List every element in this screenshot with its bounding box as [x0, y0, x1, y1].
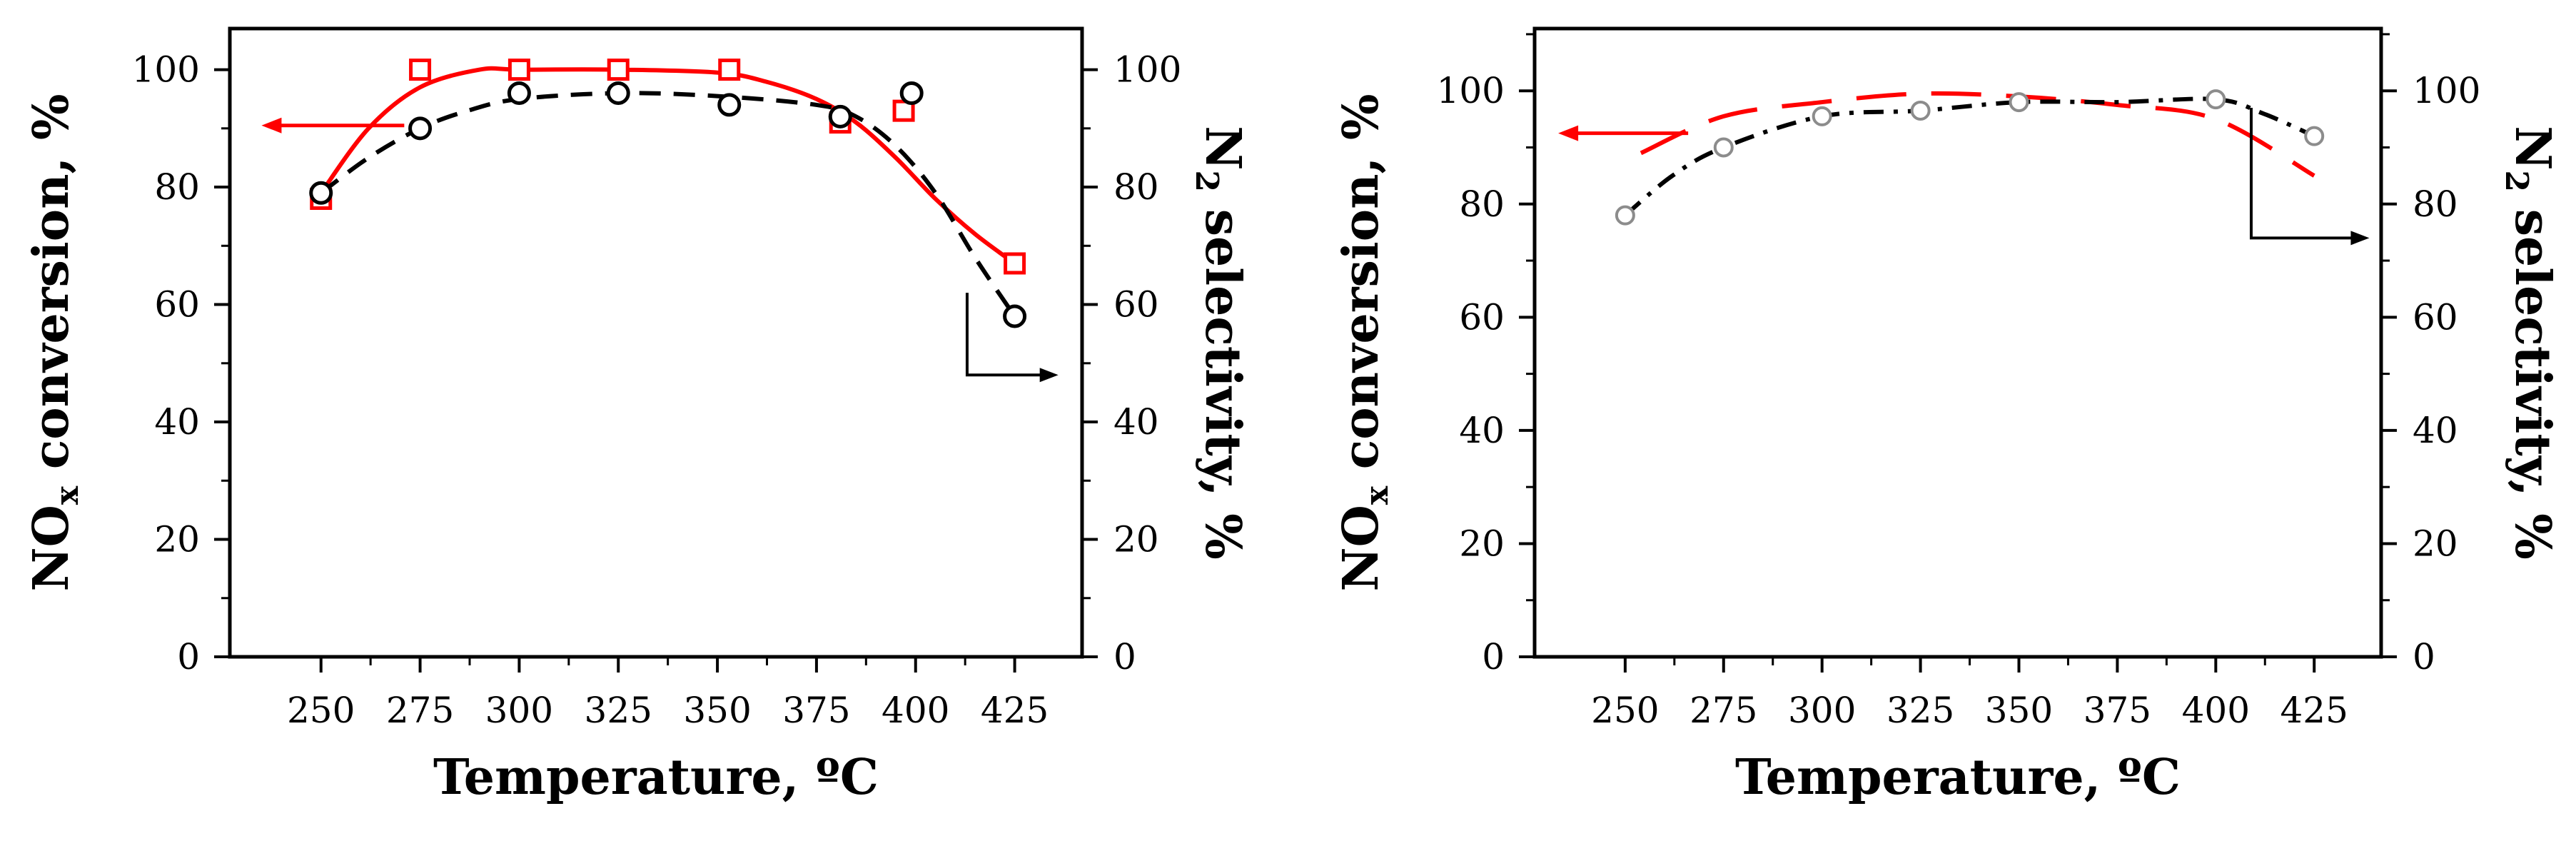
data-point [828, 104, 852, 129]
y2-tick-label: 20 [1113, 519, 1159, 560]
data-point [1910, 100, 1931, 121]
data-point [1812, 106, 1832, 126]
series-n2-selectivity [1615, 89, 2325, 226]
series-line [1640, 91, 2315, 178]
data-point [309, 181, 333, 205]
left-chart: 250 275 300 325 350 375 400 425 0 20 40 60 80 100 0 20 4… [23, 26, 1251, 806]
y2-tick-label: 40 [1113, 401, 1159, 443]
y2-tick-label: 40 [2413, 410, 2458, 451]
data-point [2206, 89, 2226, 110]
x-tick-label: 375 [782, 690, 850, 731]
y2-tick-label: 100 [1113, 49, 1181, 91]
y-tick-label: 20 [154, 519, 200, 560]
data-point [2304, 126, 2325, 146]
data-point [717, 93, 742, 117]
data-point [2009, 92, 2029, 113]
series-n2-selectivity [309, 81, 1027, 328]
x-tick-label: 425 [981, 690, 1049, 731]
arrow-shaft [2249, 107, 2355, 240]
arrow-right-axis [2249, 107, 2370, 246]
arrow-left-axis [1558, 125, 1689, 141]
y2-tick-label: 60 [1113, 284, 1159, 326]
y-tick-label: 80 [1459, 183, 1505, 225]
x-tick-label: 350 [683, 690, 751, 731]
y-tick-label: 0 [1482, 636, 1505, 678]
data-point [409, 59, 432, 81]
x-tick-label: 425 [2280, 690, 2348, 731]
x-axis-title: Temperature, ºC [1735, 749, 2181, 806]
x-tick-label: 350 [1985, 690, 2053, 731]
data-point [1713, 137, 1734, 158]
arrow-head [261, 117, 282, 134]
y2-tick-label: 80 [2413, 183, 2458, 225]
data-point [718, 59, 741, 81]
y2-axis-title: N2 selectivity, % [1188, 126, 1251, 559]
x-axis-title: Temperature, ºC [433, 749, 879, 806]
x-tick-label: 300 [485, 690, 553, 731]
series-nox-conversion [1640, 91, 2315, 178]
y-tick-label: 40 [1459, 410, 1505, 451]
data-point [607, 59, 630, 81]
x-tick-label: 250 [287, 690, 355, 731]
arrow-head [2350, 231, 2370, 246]
arrow-left-axis [261, 117, 405, 134]
right-chart: 250 275 300 325 350 375 400 425 0 20 40 60 80 100 0 20 4… [1333, 26, 2561, 806]
series-line [1623, 96, 2315, 217]
x-tick-label: 400 [2182, 690, 2250, 731]
y-tick-label: 100 [1437, 70, 1505, 111]
x-tick-label: 325 [585, 690, 652, 731]
y-tick-label: 20 [1459, 523, 1505, 564]
x-tick-label: 400 [882, 690, 949, 731]
data-point [1003, 304, 1027, 328]
y2-tick-label: 0 [2413, 636, 2435, 678]
data-point [606, 81, 630, 105]
data-point [1615, 205, 1635, 226]
y2-tick-label: 100 [2413, 70, 2480, 111]
y-tick-label: 0 [177, 636, 200, 678]
y-tick-label: 60 [154, 284, 200, 326]
data-point [899, 81, 924, 105]
x-tick-label: 325 [1886, 690, 1954, 731]
y2-tick-label: 0 [1113, 636, 1136, 678]
x-tick-label: 375 [2083, 690, 2151, 731]
x-tick-label: 275 [386, 690, 454, 731]
y2-tick-label: 60 [2413, 296, 2458, 338]
plot-frame [228, 26, 1084, 659]
arrow-shaft [965, 293, 1044, 377]
y2-tick-label: 80 [1113, 166, 1159, 208]
y-tick-label: 40 [154, 401, 200, 443]
x-tick-label: 300 [1788, 690, 1856, 731]
series-line [319, 66, 1016, 266]
y-tick-label: 80 [154, 166, 200, 208]
x-tick-label: 250 [1591, 690, 1659, 731]
data-point [507, 81, 531, 105]
y2-tick-label: 20 [2413, 523, 2458, 564]
y-axis-title: NOx conversion, % [23, 94, 86, 592]
data-point [408, 116, 433, 141]
arrow-head [1558, 125, 1579, 141]
data-point [1004, 252, 1026, 275]
y-tick-label: 100 [132, 49, 200, 91]
arrow-head [1039, 368, 1059, 383]
arrow-right-axis [965, 293, 1059, 383]
y-tick-label: 60 [1459, 296, 1505, 338]
y-axis-title: NOx conversion, % [1333, 94, 1395, 592]
y2-axis-title: N2 selectivity, % [2498, 126, 2561, 559]
x-tick-label: 275 [1689, 690, 1757, 731]
data-point [507, 59, 530, 81]
plot-frame [1532, 26, 2383, 659]
